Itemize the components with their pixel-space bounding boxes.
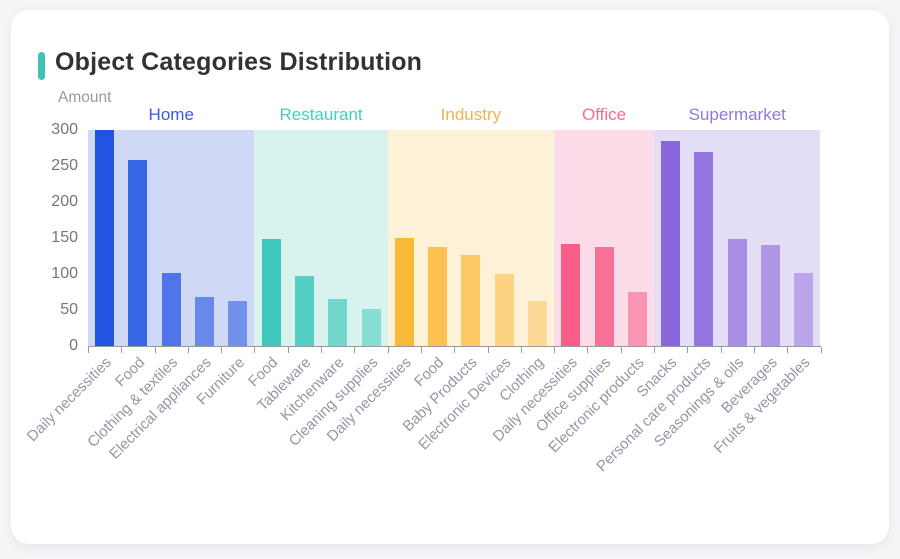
x-tick-mark: [420, 347, 422, 353]
y-tick-label: 50: [60, 301, 78, 318]
x-tick-mark: [88, 347, 89, 353]
x-tick-mark: [187, 347, 189, 353]
bar-supermarket-fruits-vegetables[interactable]: [794, 272, 814, 346]
bar-home-furniture[interactable]: [228, 300, 248, 346]
bar-restaurant-cleaning-supplies[interactable]: [361, 309, 381, 346]
bar-restaurant-food[interactable]: [261, 239, 281, 346]
bar-industry-food[interactable]: [428, 246, 448, 346]
x-tick-mark: [321, 347, 323, 353]
bar-industry-clothing[interactable]: [527, 300, 547, 346]
chart-title: Object Categories Distribution: [55, 48, 423, 76]
group-label-office: Office: [582, 105, 627, 124]
y-tick-label: 150: [51, 229, 78, 246]
bar-restaurant-kitchenware[interactable]: [328, 299, 348, 346]
x-tick-mark: [454, 347, 456, 353]
bar-industry-baby-products[interactable]: [461, 255, 481, 346]
bar-home-daily-necessities[interactable]: [95, 130, 115, 346]
x-tick-mark: [687, 347, 689, 353]
y-tick-label: 250: [51, 157, 78, 174]
x-tick-mark: [554, 347, 556, 353]
y-tick-label: 200: [51, 193, 78, 210]
bar-restaurant-tableware[interactable]: [294, 276, 314, 346]
x-tick-mark: [121, 347, 123, 353]
y-tick-label: 100: [51, 265, 78, 282]
title-accent-bar: [38, 52, 45, 80]
x-tick-mark: [520, 347, 522, 353]
bar-supermarket-seasonings-oils[interactable]: [727, 239, 747, 346]
x-tick-mark: [753, 347, 755, 353]
x-tick-mark: [587, 347, 589, 353]
bar-office-electronic-products[interactable]: [627, 292, 647, 346]
group-label-supermarket: Supermarket: [688, 105, 786, 124]
bar-supermarket-personal-care-products[interactable]: [694, 151, 714, 346]
group-label-home: Home: [148, 105, 194, 124]
x-tick-mark: [221, 347, 223, 353]
bar-supermarket-snacks[interactable]: [661, 140, 681, 346]
x-tick-mark: [387, 347, 389, 353]
x-axis-line: [88, 346, 821, 347]
x-tick-mark: [487, 347, 489, 353]
bar-office-daily-necessities[interactable]: [561, 243, 581, 346]
x-tick-mark: [620, 347, 622, 353]
y-tick-label: 0: [69, 337, 78, 354]
bar-home-clothing-textiles[interactable]: [161, 272, 181, 346]
x-tick-mark: [287, 347, 289, 353]
x-tick-mark: [254, 347, 256, 353]
x-tick-mark: [720, 347, 722, 353]
x-tick-mark: [354, 347, 356, 353]
x-tick-mark: [787, 347, 789, 353]
bar-home-food[interactable]: [128, 160, 148, 346]
bar-industry-daily-necessities[interactable]: [394, 238, 414, 346]
bar-industry-electronic-devices[interactable]: [494, 274, 514, 346]
y-tick-label: 300: [51, 121, 78, 138]
bar-home-electrical-appliances[interactable]: [195, 297, 215, 346]
y-axis-name: Amount: [58, 89, 112, 106]
bar-office-office-supplies[interactable]: [594, 246, 614, 346]
group-label-restaurant: Restaurant: [279, 105, 363, 124]
x-tick-mark: [654, 347, 656, 353]
group-label-industry: Industry: [440, 105, 502, 124]
x-tick-mark: [154, 347, 156, 353]
x-tick-mark: [820, 347, 822, 353]
bar-supermarket-beverages[interactable]: [761, 245, 781, 346]
